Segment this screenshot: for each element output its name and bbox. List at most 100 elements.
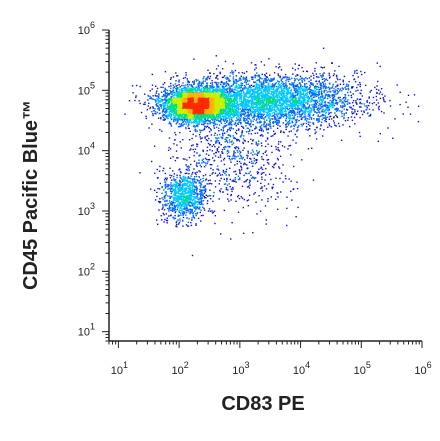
event-dot: [165, 181, 167, 183]
event-dot: [378, 93, 381, 95]
event-dot: [237, 104, 239, 107]
event-dot: [305, 89, 307, 92]
event-dot: [182, 178, 184, 181]
event-dot: [281, 115, 283, 117]
event-dot: [321, 75, 324, 77]
event-dot: [271, 85, 273, 88]
event-dot: [236, 91, 238, 94]
event-dot: [237, 103, 240, 106]
event-dot: [288, 178, 290, 180]
event-dot: [170, 115, 173, 117]
event-dot: [337, 78, 339, 81]
event-dot: [272, 122, 274, 125]
event-dot: [256, 158, 258, 161]
event-dot: [298, 103, 300, 105]
event-dot: [246, 154, 248, 157]
event-dot: [193, 217, 196, 219]
event-dot: [158, 97, 160, 100]
event-dot: [261, 99, 263, 102]
event-dot: [224, 183, 227, 185]
event-dot: [298, 64, 300, 66]
event-dot: [240, 89, 242, 91]
event-dot: [267, 143, 269, 145]
event-dot: [255, 127, 258, 129]
event-dot: [169, 114, 171, 116]
event-dot: [195, 80, 198, 82]
event-dot: [195, 173, 197, 176]
event-dot: [175, 192, 177, 194]
event-dot: [165, 219, 168, 222]
event-dot: [285, 106, 288, 108]
event-dot: [261, 199, 263, 201]
event-dot: [226, 193, 229, 195]
event-dot: [310, 75, 312, 77]
event-dot: [222, 130, 225, 132]
event-dot: [170, 182, 172, 184]
event-dot: [260, 166, 263, 168]
event-dot: [248, 105, 250, 107]
event-dot: [243, 94, 245, 96]
event-dot: [200, 195, 202, 198]
event-dot: [363, 111, 365, 113]
event-dot: [229, 91, 232, 93]
event-dot: [180, 124, 182, 126]
event-dot: [269, 90, 271, 92]
event-dot: [208, 208, 211, 210]
event-dot: [249, 92, 251, 95]
event-dot: [152, 114, 154, 117]
event-dot: [307, 128, 310, 130]
event-dot: [151, 111, 153, 113]
event-dot: [283, 87, 286, 89]
event-dot: [345, 97, 347, 99]
event-dot: [341, 90, 343, 92]
event-dot: [279, 86, 281, 89]
event-dot: [251, 140, 254, 142]
event-dot: [262, 101, 264, 103]
event-dot: [350, 106, 352, 109]
event-dot: [166, 107, 168, 109]
event-dot: [284, 85, 286, 88]
event-dot: [242, 107, 244, 109]
event-dot: [278, 96, 281, 98]
event-dot: [272, 91, 274, 93]
event-dot: [247, 152, 249, 154]
event-dot: [273, 107, 276, 109]
event-dot: [285, 117, 288, 120]
event-dot: [256, 108, 258, 110]
event-dot: [172, 200, 174, 202]
event-dot: [260, 114, 262, 116]
event-dot: [186, 211, 188, 214]
event-dot: [196, 189, 198, 192]
event-dot: [324, 85, 326, 87]
event-dot: [195, 124, 198, 127]
event-dot: [243, 87, 245, 89]
event-dot: [251, 110, 253, 112]
event-dot: [135, 96, 137, 99]
event-dot: [319, 116, 321, 118]
event-dot: [241, 106, 243, 108]
event-dot: [301, 112, 304, 115]
event-dot: [266, 128, 268, 130]
event-dot: [274, 109, 276, 112]
event-dot: [227, 134, 229, 137]
event-dot: [235, 84, 237, 87]
event-dot: [247, 167, 249, 170]
event-dot: [368, 104, 370, 107]
event-dot: [251, 101, 253, 103]
event-dot: [175, 86, 177, 88]
event-dot: [189, 199, 191, 202]
event-dot: [190, 201, 192, 203]
event-dot: [275, 95, 277, 97]
event-dot: [335, 114, 337, 116]
event-dot: [193, 124, 195, 127]
event-dot: [333, 73, 335, 75]
event-dot: [182, 216, 185, 219]
event-dot: [216, 123, 218, 126]
event-dot: [190, 198, 192, 200]
event-dot: [203, 196, 206, 198]
event-dot: [384, 101, 386, 103]
event-dot: [202, 214, 204, 217]
event-dot: [273, 106, 275, 108]
event-dot: [163, 214, 165, 216]
event-dot: [285, 91, 288, 94]
